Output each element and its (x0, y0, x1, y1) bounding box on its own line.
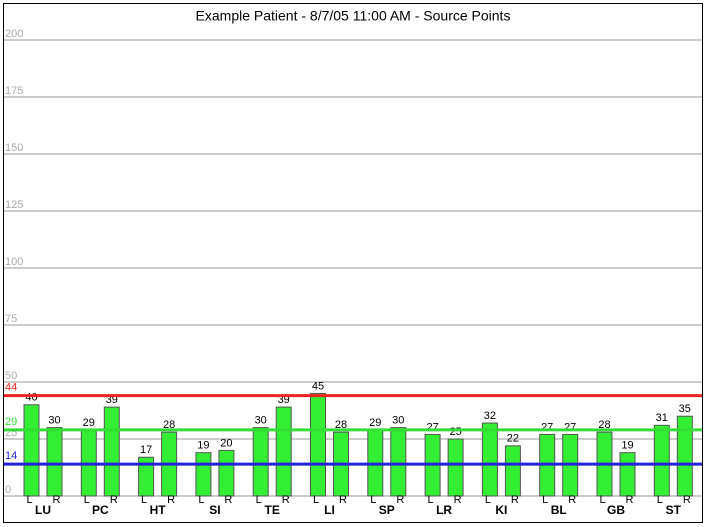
y-tick-label: 0 (5, 484, 11, 496)
chart-border (3, 3, 703, 523)
value-label: 22 (507, 433, 519, 445)
value-label: 27 (426, 421, 438, 433)
series-label: R (110, 494, 118, 506)
series-label: R (454, 494, 462, 506)
value-label: 40 (25, 392, 37, 404)
value-label: 17 (140, 444, 152, 456)
value-label: 30 (255, 415, 267, 427)
value-label: 28 (598, 419, 610, 431)
series-label: R (167, 494, 175, 506)
value-label: 30 (48, 415, 60, 427)
bar (103, 406, 120, 497)
series-label: R (224, 494, 232, 506)
bar (218, 449, 235, 497)
bar (46, 427, 63, 497)
series-label: R (626, 494, 634, 506)
x-tick-label: LR (436, 503, 452, 517)
x-tick-label: ST (666, 503, 682, 517)
reference-label: 14 (5, 450, 17, 462)
series-label: L (370, 494, 376, 506)
y-tick-label: 150 (5, 142, 23, 154)
y-tick-label: 50 (5, 370, 17, 382)
series-label: L (657, 494, 663, 506)
bar (619, 452, 636, 497)
x-tick-label: HT (150, 503, 167, 517)
bar (138, 456, 155, 497)
bar (275, 406, 292, 497)
y-tick-label: 175 (5, 85, 23, 97)
bar (447, 438, 464, 497)
y-tick-label: 200 (5, 28, 23, 40)
value-label: 29 (83, 417, 95, 429)
series-label: R (568, 494, 576, 506)
bar (481, 422, 498, 497)
value-label: 19 (621, 440, 633, 452)
bar (195, 452, 212, 497)
series-label: R (683, 494, 691, 506)
series-label: L (84, 494, 90, 506)
y-tick-label: 75 (5, 313, 17, 325)
value-label: 28 (163, 419, 175, 431)
series-label: L (256, 494, 262, 506)
x-tick-label: SI (209, 503, 220, 517)
value-label: 35 (679, 403, 691, 415)
value-label: 27 (541, 421, 553, 433)
y-tick-label: 125 (5, 199, 23, 211)
x-tick-label: GB (607, 503, 625, 517)
value-label: 32 (484, 410, 496, 422)
x-tick-label: SP (379, 503, 395, 517)
bar (390, 427, 407, 497)
bar (504, 445, 521, 497)
value-label: 19 (197, 440, 209, 452)
series-label: L (599, 494, 605, 506)
value-label: 27 (564, 421, 576, 433)
series-label: L (141, 494, 147, 506)
x-tick-label: KI (495, 503, 507, 517)
value-label: 31 (656, 412, 668, 424)
value-label: 45 (312, 380, 324, 392)
bar (676, 415, 693, 497)
bar (310, 392, 326, 497)
series-label: R (53, 494, 61, 506)
x-tick-label: LI (324, 503, 335, 517)
y-tick-label: 100 (5, 256, 23, 268)
value-label: 20 (220, 437, 232, 449)
reference-label: 29 (5, 416, 17, 428)
series-label: L (313, 494, 319, 506)
value-label: 29 (369, 417, 381, 429)
x-tick-label: PC (92, 503, 109, 517)
chart-title: Example Patient - 8/7/05 11:00 AM - Sour… (196, 8, 511, 24)
value-label: 25 (449, 426, 461, 438)
bar (252, 427, 269, 497)
value-label: 30 (392, 415, 404, 427)
series-label: R (396, 494, 404, 506)
series-label: L (428, 494, 434, 506)
x-tick-label: BL (551, 503, 567, 517)
series-label: L (26, 494, 32, 506)
series-label: L (542, 494, 548, 506)
series-label: R (282, 494, 290, 506)
series-label: L (485, 494, 491, 506)
x-tick-label: LU (35, 503, 51, 517)
bar (23, 404, 40, 497)
series-label: R (511, 494, 519, 506)
series-label: R (339, 494, 347, 506)
bar (653, 424, 670, 497)
value-label: 28 (335, 419, 347, 431)
x-tick-label: TE (265, 503, 280, 517)
reference-label: 44 (5, 382, 17, 394)
series-label: L (198, 494, 204, 506)
